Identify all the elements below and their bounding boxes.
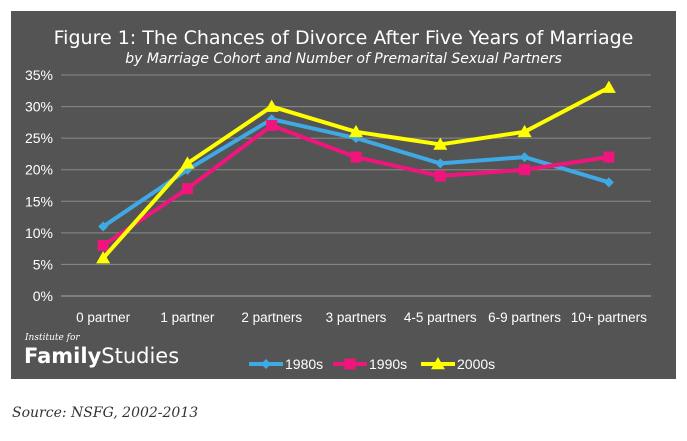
y-tick-label: 30% bbox=[25, 99, 53, 115]
data-point-1980s bbox=[519, 152, 530, 163]
legend-label-1990s: 1990s bbox=[369, 356, 407, 372]
data-point-2000s bbox=[264, 99, 279, 112]
data-point-1980s bbox=[435, 158, 446, 169]
y-tick-label: 0% bbox=[33, 288, 53, 304]
logo-institute-text: Institute for bbox=[25, 333, 80, 343]
legend-marker-1990s bbox=[344, 358, 356, 370]
data-point-1980s bbox=[603, 177, 614, 188]
series-line-1990s bbox=[102, 123, 610, 248]
source-note: Source: NSFG, 2002-2013 bbox=[12, 405, 199, 421]
y-tick-label: 20% bbox=[25, 162, 53, 178]
legend-label-2000s: 2000s bbox=[457, 356, 495, 372]
data-point-1980s bbox=[351, 133, 361, 144]
x-tick-label: 6-9 partners bbox=[488, 310, 561, 325]
y-tick-label: 25% bbox=[25, 130, 53, 146]
logo-word-studies: Studies bbox=[101, 344, 180, 368]
data-point-1990s bbox=[181, 183, 193, 195]
chart-panel: 0% 5% 10% 15% 20% 25% 30% 35% 0 partner 1 partne… bbox=[11, 11, 676, 379]
data-point-1990s bbox=[350, 151, 362, 163]
x-tick-label: 3 partners bbox=[326, 310, 387, 325]
legend-marker-2000s bbox=[431, 357, 445, 370]
x-tick-label: 2 partners bbox=[241, 310, 302, 325]
x-tick-label: 0 partner bbox=[76, 310, 131, 325]
legend-marker-1980s bbox=[261, 359, 271, 369]
data-point-1990s bbox=[266, 120, 278, 132]
chart-title: Figure 1: The Chances of Divorce After F… bbox=[53, 27, 634, 49]
data-point-1990s bbox=[519, 164, 531, 176]
data-point-1990s bbox=[603, 151, 615, 163]
x-tick-label: 10+ partners bbox=[571, 310, 647, 325]
data-point-2000s bbox=[180, 156, 195, 169]
legend-label-1980s: 1980s bbox=[285, 356, 323, 372]
y-tick-label: 35% bbox=[25, 67, 53, 83]
data-point-2000s bbox=[517, 124, 532, 138]
y-tick-label: 5% bbox=[33, 256, 53, 272]
line-chart: 0% 5% 10% 15% 20% 25% 30% 35% 0 partner 1 partne… bbox=[25, 67, 651, 372]
logo-word-family: Family bbox=[24, 344, 102, 368]
chart-subtitle: by Marriage Cohort and Number of Premari… bbox=[125, 51, 562, 67]
data-point-1990s bbox=[434, 170, 446, 182]
y-tick-label: 15% bbox=[25, 193, 53, 209]
data-point-2000s bbox=[349, 124, 363, 138]
x-tick-label: 1 partner bbox=[160, 310, 215, 325]
data-point-2000s bbox=[96, 251, 111, 264]
logo-family-studies: FamilyStudies bbox=[24, 344, 179, 368]
x-tick-label: 4-5 partners bbox=[404, 310, 477, 325]
y-tick-label: 10% bbox=[25, 225, 53, 241]
data-point-2000s bbox=[433, 137, 448, 150]
data-point-1990s bbox=[97, 239, 109, 251]
data-point-1980s bbox=[98, 221, 109, 232]
data-point-2000s bbox=[601, 80, 616, 93]
